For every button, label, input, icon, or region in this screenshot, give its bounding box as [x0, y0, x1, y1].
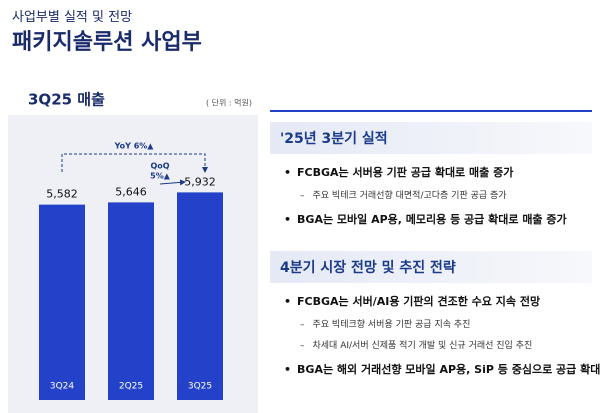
slide-title: 패키지솔루션 사업부	[12, 30, 202, 55]
value-label: 5,932	[184, 175, 216, 188]
value-label: 5,582	[46, 188, 78, 201]
bullet-item: BGA는 모바일 AP용, 메모리용 등 공급 확대로 매출 증가	[284, 211, 592, 227]
yoy-arrow	[61, 153, 208, 173]
yoy-label: YoY 6%▲	[114, 142, 155, 151]
qoq-value: 5%▲	[150, 172, 171, 181]
category-label: 3Q25	[188, 382, 212, 392]
category-label: 2Q25	[119, 382, 143, 392]
chart: 3Q25 매출 ( 단위 : 억원) YoY 6%▲ QoQ 5%▲ 5,582…	[8, 91, 258, 413]
section-title: '25년 3분기 실적	[270, 122, 592, 154]
bullet-item: FCBGA는 서버/AI용 기판의 견조한 수요 지속 전망	[284, 293, 592, 309]
unit-note: ( 단위 : 억원)	[206, 98, 252, 108]
value-label: 5,646	[115, 185, 147, 198]
qoq-arrow	[159, 179, 186, 186]
text-panel: '25년 3분기 실적 FCBGA는 서버용 기판 공급 확대로 매출 증가주요 …	[270, 110, 600, 377]
bullet-item: FCBGA는 서버용 기판 공급 확대로 매출 증가	[284, 164, 592, 180]
sub-item: 차세대 AI/서버 신제품 적기 개발 및 신규 거래선 진입 추진	[300, 338, 592, 351]
sub-item: 주요 빅테크 거래선향 대면적/고다층 기판 공급 증가	[300, 188, 592, 201]
sub-item: 주요 빅테크향 서버용 기판 공급 지속 추진	[300, 317, 592, 330]
section-title: 4분기 시장 전망 및 추진 전략	[270, 251, 592, 283]
category-label: 3Q24	[50, 382, 75, 392]
qoq-label: QoQ	[150, 162, 169, 171]
bar	[108, 202, 154, 400]
slide-category: 사업부별 실적 및 전망	[12, 10, 133, 25]
bullet-item: BGA는 해외 거래선향 모바일 AP용, SiP 등 중심으로 공급 확대	[284, 361, 600, 377]
bar	[39, 204, 85, 400]
chart-title: 3Q25 매출	[28, 91, 105, 109]
bar	[177, 192, 223, 400]
spacer	[270, 227, 592, 241]
